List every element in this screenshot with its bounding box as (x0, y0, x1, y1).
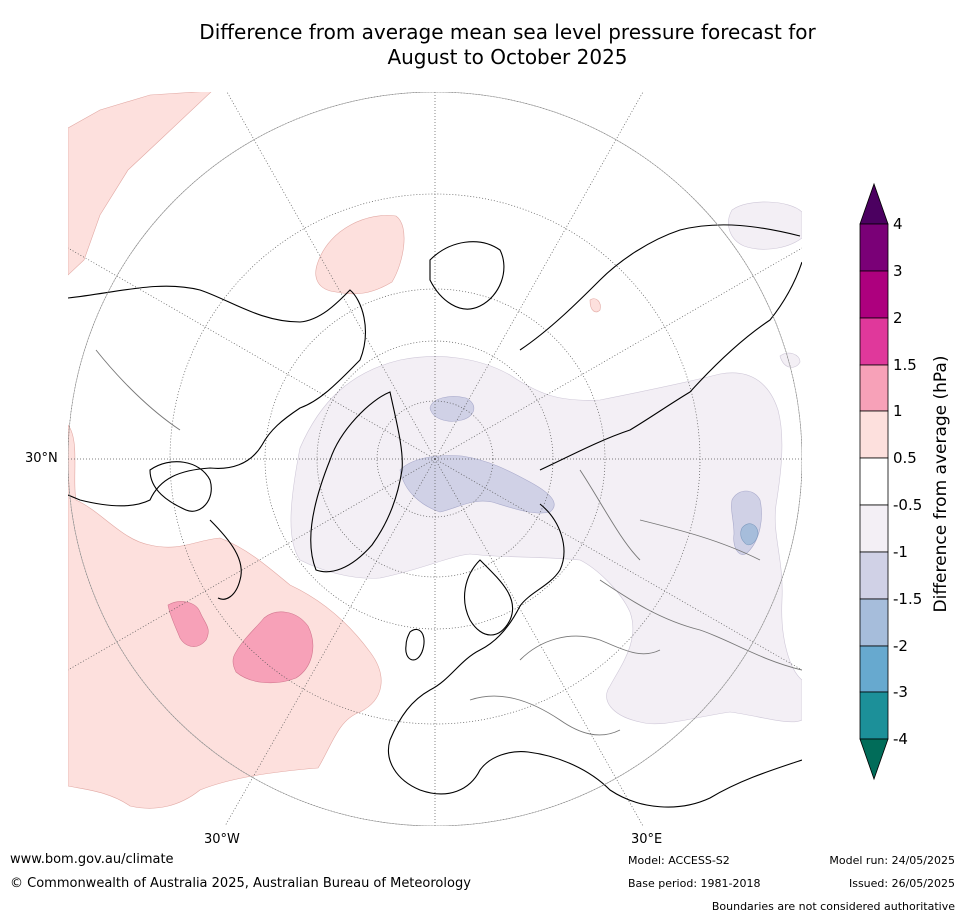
title-line-1: Difference from average mean sea level p… (199, 20, 816, 44)
title-line-2: August to October 2025 (387, 45, 628, 69)
anomaly-kamchatka-small (779, 352, 801, 368)
map-area (68, 92, 802, 826)
colorbar-tick: 2 (893, 309, 903, 327)
colorbar-tick: 4 (893, 215, 903, 233)
country-boundaries (95, 349, 802, 736)
colorbar-tick: -1 (893, 543, 908, 561)
colorbar-tick: 1.5 (893, 356, 917, 374)
colorbar-tick: -1.5 (893, 590, 923, 608)
colorbar-tick: 1 (893, 402, 903, 420)
copyright-notice: © Commonwealth of Australia 2025, Austra… (10, 876, 471, 891)
coast-labrador (209, 519, 242, 600)
anomaly-central-pacific (315, 215, 405, 295)
colorbar-bin-minus-3-to-minus-4 (859, 691, 889, 740)
graticule (68, 92, 802, 826)
colorbar-bin-neutral (859, 457, 889, 506)
coast-europe (388, 503, 802, 808)
colorbar-tick: 0.5 (893, 449, 917, 467)
anomaly-scandinavia-small (589, 298, 601, 313)
anomaly-arctic-siberia (290, 356, 802, 725)
anomaly-central-asia-core (740, 523, 759, 546)
anomaly-north-pole (429, 396, 475, 422)
coast-north-america (68, 285, 366, 507)
colorbar-bin-2-to-3 (859, 270, 889, 319)
anomaly-north-atlantic-core-west (167, 601, 209, 647)
chart-title: Difference from average mean sea level p… (0, 20, 965, 70)
colorbar-bin-3-to-4 (859, 223, 889, 272)
coastlines (68, 224, 802, 808)
colorbar-extend-top (859, 182, 889, 225)
label-lon-30e: 30°E (631, 832, 663, 847)
anomaly-greenland-barents (399, 455, 555, 514)
coast-hudson (149, 461, 212, 512)
model-run-date: Model run: 24/05/2025 (829, 854, 955, 867)
model-name: Model: ACCESS-S2 (628, 854, 730, 867)
colorbar (859, 182, 889, 781)
colorbar-extend-bottom (859, 738, 889, 781)
coast-greenland (310, 391, 403, 573)
coast-alaska (429, 241, 505, 310)
website-link[interactable]: www.bom.gov.au/climate (10, 852, 174, 867)
colorbar-tick: -3 (893, 683, 908, 701)
coast-siberia (519, 224, 801, 351)
colorbar-tick: -0.5 (893, 496, 923, 514)
anomaly-north-atlantic (68, 424, 382, 809)
colorbar-tick: -2 (893, 637, 908, 655)
coast-uk (405, 628, 425, 661)
boundaries-disclaimer: Boundaries are not considered authoritat… (711, 900, 955, 913)
anomaly-north-atlantic-core-east (232, 611, 314, 684)
label-lon-30w: 30°W (204, 832, 240, 847)
coast-scandinavia (464, 559, 514, 636)
colorbar-bin-1-to-1.5 (859, 364, 889, 412)
anomaly-east-siberia-small (728, 201, 802, 250)
colorbar-tick: 3 (893, 262, 903, 280)
colorbar-bin-1.5-to-2 (859, 317, 889, 366)
colorbar-bin-minus-0.5-to-minus-1 (859, 504, 889, 553)
anomaly-north-pacific-northwest (68, 92, 212, 276)
colorbar-bin-minus-1-to-minus-1.5 (859, 551, 889, 600)
label-lat-30n: 30°N (25, 451, 58, 466)
colorbar-bin-0.5-to-1 (859, 410, 889, 459)
colorbar-bin-minus-2-to-minus-3 (859, 645, 889, 693)
colorbar-title: Difference from average (hPa) (931, 355, 951, 613)
coast-eurasia-arctic (539, 261, 802, 471)
colorbar-bin-minus-1.5-to-minus-2 (859, 598, 889, 647)
colorbar-tick: -4 (893, 730, 908, 748)
issued-date: Issued: 26/05/2025 (848, 877, 955, 890)
base-period: Base period: 1981-2018 (628, 877, 761, 890)
